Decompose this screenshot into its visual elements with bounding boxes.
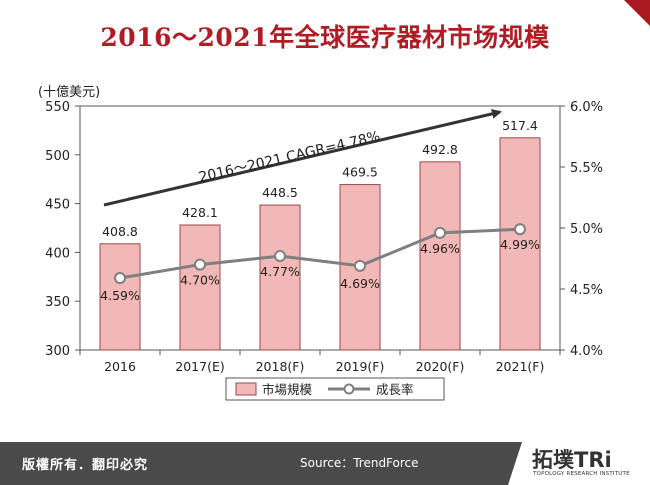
bar-value-label: 517.4: [502, 118, 538, 133]
legend: 市場規模 成長率: [225, 377, 445, 401]
bar-2020f: [419, 161, 461, 351]
copyright-text: 版權所有．翻印必究: [22, 458, 149, 473]
growth-rate-label: 4.96%: [420, 241, 460, 256]
growth-rate-label: 4.99%: [500, 237, 540, 252]
bar-value-label: 408.8: [102, 224, 138, 239]
chart-title: 2016～2021年全球医疗器材市场规模: [100, 23, 550, 52]
y-left-tick-label: 300: [45, 344, 70, 359]
bar-value-label: 492.8: [422, 142, 458, 157]
y-right-tick-label: 5.5%: [570, 161, 603, 176]
data-labels: 408.8 428.1 448.5 469.5 492.8 517.4 4.59% 4.70%…: [100, 118, 540, 303]
y-right-tick-label: 6.0%: [570, 100, 603, 115]
growth-rate-point: [274, 250, 286, 263]
chart-axes: 300 350 400 450 500 550 4.0% 4.5% 5.0% 5.5% 6.0% 20…: [45, 100, 603, 374]
source-text: Source：TrendForce: [300, 456, 419, 470]
x-tick-label: 2019(F): [336, 359, 385, 374]
bar-2018f: [259, 204, 301, 351]
growth-rate-point: [114, 272, 126, 285]
growth-rate-label: 4.70%: [180, 273, 220, 288]
line-series: [114, 223, 526, 285]
y-left-tick-label: 550: [45, 100, 70, 115]
y-left-tick-label: 500: [45, 149, 70, 164]
x-tick-label: 2016: [104, 359, 136, 374]
legend-label-line: 成長率: [376, 382, 414, 397]
logo-mark: 拓墣TRi: [532, 448, 612, 472]
growth-rate-label: 4.59%: [100, 288, 140, 303]
logo-tagline: TOPOLOGY RESEARCH INSTITUTE: [533, 471, 630, 477]
growth-rate-label: 4.77%: [260, 264, 300, 279]
bar-2017e: [179, 224, 221, 351]
growth-rate-point: [354, 259, 366, 272]
y-left-tick-label: 450: [45, 198, 70, 213]
bar-series: [99, 137, 541, 351]
bar-value-label: 428.1: [182, 205, 218, 220]
y-left-tick-label: 350: [45, 295, 70, 310]
y-left-tick-label: 400: [45, 246, 70, 261]
growth-rate-line: [119, 227, 521, 280]
logo-panel: [508, 442, 650, 485]
y-right-tick-label: 4.0%: [570, 344, 603, 359]
bar-2021f: [499, 137, 541, 351]
growth-rate-point: [514, 223, 526, 236]
legend-swatch-point: [343, 383, 355, 395]
corner-accent: [624, 0, 650, 26]
unit-label: (十億美元): [38, 85, 101, 100]
chart-canvas: 300 350 400 450 500 550 4.0% 4.5% 5.0% 5.5% 6.0% 20…: [45, 100, 603, 401]
bar-value-label: 448.5: [262, 185, 298, 200]
logo: 拓墣TRi TOPOLOGY RESEARCH INSTITUTE: [532, 444, 642, 482]
legend-label-bar: 市場規模: [262, 382, 313, 397]
y-right-tick-label: 5.0%: [570, 222, 603, 237]
x-tick-label: 2021(F): [496, 359, 545, 374]
bar-2016: [99, 243, 141, 351]
bar-value-label: 469.5: [342, 165, 378, 180]
legend-swatch-bar: [235, 382, 257, 396]
x-tick-label: 2020(F): [416, 359, 465, 374]
growth-rate-point: [434, 226, 446, 239]
growth-rate-label: 4.69%: [340, 276, 380, 291]
y-right-tick-label: 4.5%: [570, 283, 603, 298]
x-tick-label: 2017(E): [175, 359, 224, 374]
cagr-arrow: [103, 108, 502, 207]
footer-bar: 版權所有．翻印必究 Source：TrendForce: [0, 442, 650, 485]
growth-rate-point: [194, 258, 206, 271]
x-tick-label: 2018(F): [256, 359, 305, 374]
